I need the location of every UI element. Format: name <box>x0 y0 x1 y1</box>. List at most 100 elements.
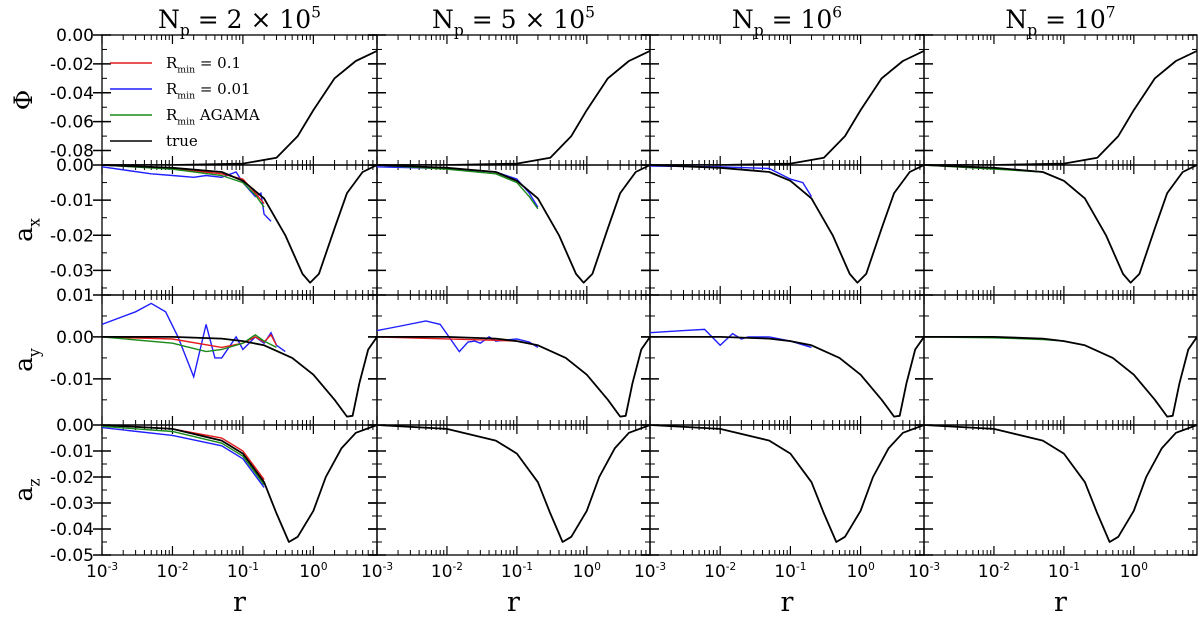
y-tick-label: -0.01 <box>50 370 94 390</box>
y-tick-label: 0.00 <box>56 156 94 176</box>
series-line-ay <box>102 333 277 353</box>
series-line-ax <box>650 165 813 197</box>
y-tick-label: -0.04 <box>50 520 94 540</box>
x-axis-label-4: r <box>1054 587 1067 617</box>
y-tick-label: -0.02 <box>50 468 94 488</box>
panel-ay-3 <box>641 294 925 426</box>
x-tick-label: 10-3 <box>908 561 940 582</box>
series-line-ax <box>924 165 1086 199</box>
legend-label-1: Rmin = 0.1 <box>166 54 241 76</box>
row-label-az: az <box>9 478 44 501</box>
panel-ax-3 <box>641 164 925 296</box>
x-tick-label: 10-3 <box>86 561 118 582</box>
panel-ax-2 <box>368 164 651 296</box>
panel-az-2: 10-3 10-2 10-1 100 <box>361 424 651 582</box>
panel-frame <box>649 294 925 426</box>
panel-phi-1: 0.00 -0.02 -0.04 -0.06 -0.08 <box>50 26 378 166</box>
series-line-az <box>102 426 265 488</box>
panel-frame <box>923 424 1198 556</box>
x-tick-label: 100 <box>299 561 327 582</box>
column-title-4: Np = 107 <box>1005 4 1115 40</box>
row-label-ay: ay <box>9 348 44 372</box>
x-tick-label: 100 <box>1120 561 1148 582</box>
y-tick-label: -0.01 <box>50 442 94 462</box>
y-tick-label: -0.02 <box>50 226 94 246</box>
y-tick-label: 0.00 <box>56 328 94 348</box>
series-line-ay <box>650 328 812 349</box>
panel-ay-2 <box>368 294 651 426</box>
y-tick-label: 0.01 <box>56 286 94 306</box>
legend-label-4: true <box>166 132 198 150</box>
x-tick-label: 10-3 <box>361 561 393 582</box>
panel-ay-1: 0.01 0.00 -0.01 <box>50 286 378 426</box>
row-labels: Φax ay az <box>9 90 44 502</box>
column-title-1: Np = 2 × 105 <box>158 4 321 40</box>
true-curve-ax <box>650 165 924 284</box>
series-line-ax <box>377 165 539 210</box>
true-curve-ay <box>377 336 650 418</box>
y-tick-label: -0.05 <box>50 546 94 566</box>
panel-phi-3 <box>641 34 925 166</box>
panel-az-4: 10-3 10-2 10-1 100 <box>908 424 1198 582</box>
y-tick-label: 0.00 <box>56 26 94 46</box>
y-tick-label: -0.01 <box>50 191 94 211</box>
true-curve-az <box>650 425 924 543</box>
panel-frame <box>923 294 1198 426</box>
panel-ay-4 <box>915 294 1198 426</box>
column-title-3: Np = 106 <box>732 4 842 40</box>
true-curve-ax <box>924 165 1197 284</box>
true-curve-ax <box>377 165 650 284</box>
column-titles: Np = 2 × 105 Np = 5 × 105 Np = 106 Np = 107 <box>158 4 1116 40</box>
column-title-2: Np = 5 × 105 <box>432 4 595 40</box>
series-line-az <box>102 425 265 486</box>
true-curve-ax <box>102 165 377 284</box>
panel-frame <box>649 424 925 556</box>
series-line-ax <box>377 166 539 208</box>
y-tick-label: -0.02 <box>50 55 94 75</box>
panel-frame <box>101 294 378 426</box>
x-tick-label: 100 <box>846 561 874 582</box>
true-curve-phi <box>377 50 650 165</box>
y-tick-label: -0.03 <box>50 261 94 281</box>
true-curve-ay <box>924 336 1197 418</box>
y-tick-label: -0.03 <box>50 494 94 514</box>
panel-phi-2 <box>368 34 651 166</box>
series-line-ax <box>102 165 265 208</box>
true-curve-ay <box>650 336 924 418</box>
row-label-phi: Φ <box>9 90 38 111</box>
panel-frame <box>376 294 651 426</box>
true-curve-phi <box>650 50 924 165</box>
series-line-ay <box>102 302 286 380</box>
x-tick-label: 10-1 <box>774 561 806 582</box>
x-tick-label: 10-2 <box>978 561 1010 582</box>
x-tick-label: 10-1 <box>227 561 259 582</box>
panel-frame <box>101 424 378 556</box>
panels: 0.00-0.02-0.04-0.06-0.080.00-0.01-0.02-0… <box>50 26 1198 582</box>
series-line-ay <box>102 333 278 349</box>
true-curve-phi <box>924 50 1197 165</box>
series-line-ax <box>102 166 272 222</box>
y-tick-label: -0.08 <box>50 142 94 162</box>
panel-frame <box>376 164 651 296</box>
x-axis-label-3: r <box>781 587 794 617</box>
y-tick-label: -0.04 <box>50 84 94 104</box>
true-curve-az <box>924 425 1197 543</box>
x-tick-label: 10-3 <box>634 561 666 582</box>
x-tick-label: 10-1 <box>501 561 533 582</box>
panel-az-3: 10-3 10-2 10-1 100 <box>634 424 925 582</box>
panel-frame <box>376 424 651 556</box>
series-line-ay <box>377 320 539 353</box>
panel-phi-4 <box>915 34 1198 166</box>
x-tick-label: 10-2 <box>431 561 463 582</box>
true-curve-az <box>102 425 377 543</box>
panel-ax-1: 0.00 -0.01 -0.02 -0.03 <box>50 156 378 296</box>
legend-label-2: Rmin = 0.01 <box>166 80 251 102</box>
panel-ax-4 <box>915 164 1198 296</box>
y-tick-label: -0.06 <box>50 113 94 133</box>
y-tick-label: 0.00 <box>56 416 94 436</box>
x-axis-label-1: r <box>233 587 246 617</box>
panel-frame <box>649 34 925 166</box>
